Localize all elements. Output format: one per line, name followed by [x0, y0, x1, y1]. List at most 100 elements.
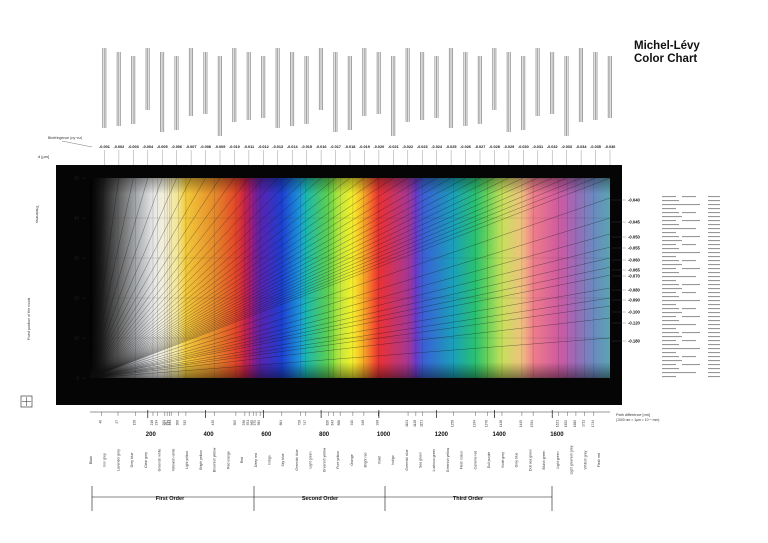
mineral-name-block [232, 48, 234, 122]
birefringence-top-label: -0.020 [373, 145, 384, 149]
birefringence-line [89, 177, 336, 379]
birefringence-right-label: -0.050 [628, 235, 641, 240]
mineral-name-block [160, 52, 161, 132]
birefringence-line [89, 177, 221, 379]
interference-color-name: Sea green [419, 452, 423, 468]
mineral-name-block [662, 200, 679, 202]
mineral-name-block [221, 56, 222, 136]
mineral-name-block [662, 356, 679, 358]
mineral-name-block [306, 56, 307, 124]
birefringence-line [89, 177, 177, 379]
birefringence-top-label: -0.010 [229, 145, 240, 149]
mineral-name-block [394, 56, 396, 136]
x-major-tick-label: 1600 [550, 432, 564, 438]
mineral-value-block [708, 216, 720, 218]
birefringence-line [89, 177, 293, 379]
x-minor-tick-label: 843 [331, 420, 335, 426]
birefringence-leader [61, 140, 93, 148]
mineral-name-block [662, 268, 676, 270]
birefringence-right-label: -0.080 [628, 288, 641, 293]
mineral-name-block [662, 228, 682, 230]
mineral-name-block [662, 284, 679, 286]
birefringence-right-label: -0.065 [628, 268, 641, 273]
birefringence-top-label: -0.003 [128, 145, 139, 149]
mineral-name-block [682, 308, 696, 310]
mineral-name-block [662, 256, 676, 258]
mineral-value-block [708, 368, 720, 370]
mineral-value-block [708, 228, 720, 230]
mineral-name-block [103, 48, 105, 128]
birefringence-line [89, 177, 134, 379]
mineral-name-block [119, 52, 121, 126]
birefringence-line [89, 177, 278, 379]
interference-color-name: Grey blue [130, 453, 134, 468]
mineral-value-block [708, 296, 720, 298]
birefringence-line [89, 177, 538, 379]
mineral-name-block [163, 52, 165, 132]
mineral-value-block [708, 204, 720, 206]
mineral-name-block [481, 56, 482, 124]
birefringence-top-label: -0.026 [460, 145, 471, 149]
mineral-name-block [436, 56, 437, 118]
mineral-name-block [264, 56, 266, 118]
birefringence-line [89, 177, 351, 379]
birefringence-line [89, 177, 466, 379]
mineral-name-block [320, 48, 322, 110]
interference-color-name: Greenish yellow [446, 447, 450, 472]
interference-color-names: Black Iron grey Lavender grey Grey blue Clea… [89, 445, 601, 474]
birefringence-line [89, 177, 394, 379]
birefringence-line [89, 177, 379, 379]
mineral-name-block [593, 52, 595, 120]
birefringence-top-label: -0.033 [561, 145, 572, 149]
mineral-name-block [362, 48, 364, 116]
mineral-name-block [682, 252, 700, 254]
mineral-name-block [662, 276, 682, 278]
birefringence-line [89, 177, 105, 379]
mineral-name-block [662, 332, 679, 334]
mineral-name-block [662, 328, 676, 330]
mineral-name-block [662, 364, 676, 366]
interference-color-name: Grey blue [515, 453, 519, 468]
mineral-value-block [708, 324, 720, 326]
mineral-name-block [336, 52, 338, 132]
mineral-name-block [508, 52, 510, 132]
mineral-name-block [566, 56, 567, 136]
mineral-value-block [708, 292, 720, 294]
mineral-name-block [405, 48, 407, 122]
y-tick-label: 10 [74, 336, 80, 341]
birefringence-scale-top: -0.001 -0.002 -0.003 -0.004 -0.005 -0.006 -0.0… [99, 145, 615, 165]
mineral-name-block [564, 56, 566, 136]
mineral-name-block [682, 348, 700, 350]
interference-color-name: Dull sea green [528, 449, 532, 471]
third-order-label: Third Order [453, 496, 484, 502]
birefringence-line [89, 177, 582, 379]
y-tick-label: 20 [74, 296, 80, 301]
mineral-name-block [174, 56, 176, 130]
mineral-value-block [708, 280, 720, 282]
mineral-name-block [248, 52, 250, 120]
mineral-value-block [708, 336, 720, 338]
mineral-name-block [662, 288, 682, 290]
mineral-value-block [708, 276, 720, 278]
x-minor-tick-label: 1652 [564, 420, 568, 427]
mineral-name-block [535, 48, 537, 116]
mineral-value-block [708, 312, 720, 314]
birefringence-line [89, 177, 235, 379]
order-bracket: First Order Second Order Third Order [91, 486, 553, 511]
mineral-name-block [662, 372, 682, 374]
x-minor-tick-label: 1334 [472, 420, 476, 427]
x-major-tick-label: 800 [319, 432, 330, 438]
mineral-name-block [235, 48, 237, 122]
mineral-name-block [116, 52, 118, 126]
path-difference-label: Path difference [nm] [616, 413, 650, 417]
birefringence-top-label: -0.013 [272, 145, 283, 149]
mineral-name-block [662, 340, 676, 342]
mineral-name-block [662, 376, 676, 378]
y-tick-label: 0 [76, 376, 79, 381]
birefringence-right-label: -0.090 [628, 298, 641, 303]
mineral-name-block [662, 280, 676, 282]
mineral-name-block [551, 52, 553, 114]
birefringence-top-label: -0.016 [316, 145, 327, 149]
birefringence-line [89, 274, 611, 379]
mineral-name-block [662, 208, 676, 210]
